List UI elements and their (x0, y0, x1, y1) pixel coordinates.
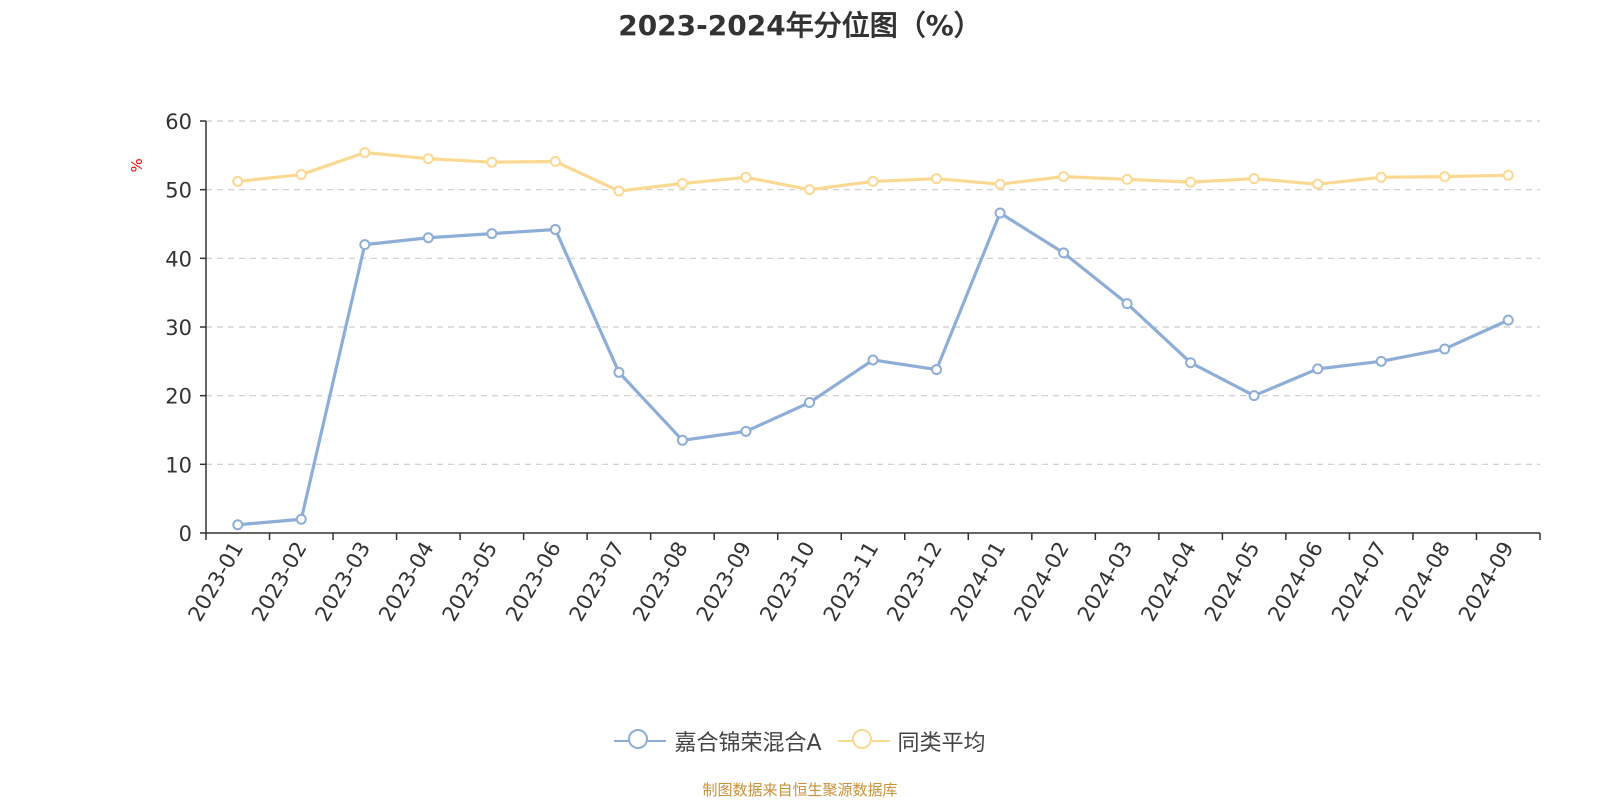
data-point-0-2023-12[interactable] (931, 364, 943, 376)
x-tick-label-2023-11: 2023-11 (819, 538, 884, 626)
y-tick-label-20: 20 (165, 385, 192, 409)
x-tick-label-2023-10: 2023-10 (755, 538, 820, 626)
data-point-0-2024-03[interactable] (1121, 298, 1133, 310)
x-tick-label-2024-07: 2024-07 (1327, 538, 1392, 626)
y-tick-label-50: 50 (165, 179, 192, 203)
data-point-1-2023-06[interactable] (549, 156, 561, 168)
legend: 嘉合锦荣混合A 同类平均 (0, 724, 1600, 758)
data-point-0-2023-05[interactable] (486, 228, 498, 240)
data-point-0-2024-05[interactable] (1248, 390, 1260, 402)
y-axis-unit-label: % (128, 158, 146, 172)
x-tick-label-2023-03: 2023-03 (310, 538, 375, 626)
x-tick-label-2024-05: 2024-05 (1200, 538, 1265, 626)
legend-swatch-series-0 (614, 724, 667, 758)
x-tick-label-2023-12: 2023-12 (882, 538, 947, 626)
x-tick-label-2024-03: 2024-03 (1073, 538, 1138, 626)
x-tick-label-2024-06: 2024-06 (1263, 538, 1328, 626)
data-point-0-2023-06[interactable] (549, 223, 561, 235)
data-point-1-2023-12[interactable] (931, 173, 943, 185)
data-point-0-2023-09[interactable] (740, 425, 752, 437)
legend-marker-series-0 (628, 729, 649, 749)
data-point-0-2023-03[interactable] (359, 239, 371, 251)
x-tick-label-2024-02: 2024-02 (1009, 538, 1074, 626)
x-tick-label-2024-09: 2024-09 (1454, 538, 1519, 626)
y-tick-label-0: 0 (179, 522, 192, 546)
data-point-0-2023-11[interactable] (867, 354, 879, 366)
x-tick-label-2023-04: 2023-04 (374, 538, 439, 626)
y-tick-label-60: 60 (165, 110, 192, 134)
data-point-1-2024-07[interactable] (1375, 171, 1387, 183)
data-point-1-2023-11[interactable] (867, 175, 879, 187)
data-point-1-2023-08[interactable] (676, 177, 688, 189)
x-tick-label-2023-01: 2023-01 (183, 538, 248, 626)
source-note: 制图数据来自恒生聚源数据库 (702, 781, 898, 799)
data-point-1-2023-07[interactable] (613, 185, 625, 197)
legend-item-series-0[interactable]: 嘉合锦荣混合A (614, 724, 822, 758)
legend-marker-series-1 (851, 729, 872, 749)
x-tick-label-2023-06: 2023-06 (501, 538, 566, 626)
data-point-1-2024-04[interactable] (1185, 176, 1197, 188)
x-tick-label-2023-02: 2023-02 (247, 538, 312, 626)
data-point-1-2024-08[interactable] (1439, 171, 1451, 183)
x-tick-label-2023-09: 2023-09 (692, 538, 757, 626)
data-point-0-2023-07[interactable] (613, 366, 625, 378)
x-tick-label-2024-08: 2024-08 (1390, 538, 1455, 626)
data-point-1-2024-02[interactable] (1058, 171, 1070, 183)
y-tick-label-40: 40 (165, 247, 192, 271)
x-tick-label-2024-04: 2024-04 (1136, 538, 1201, 626)
x-tick-label-2023-07: 2023-07 (565, 538, 630, 626)
data-point-1-2023-10[interactable] (803, 184, 815, 196)
data-point-1-2023-02[interactable] (295, 169, 307, 181)
data-point-0-2024-06[interactable] (1312, 363, 1324, 375)
data-point-1-2024-05[interactable] (1248, 173, 1260, 185)
data-point-0-2023-10[interactable] (803, 397, 815, 409)
data-point-0-2024-08[interactable] (1439, 343, 1451, 355)
data-point-1-2024-09[interactable] (1502, 169, 1514, 181)
data-point-1-2023-01[interactable] (232, 175, 244, 187)
data-point-0-2024-02[interactable] (1058, 247, 1070, 259)
data-point-0-2023-04[interactable] (422, 232, 434, 244)
data-point-0-2023-02[interactable] (295, 513, 307, 525)
y-tick-label-10: 10 (165, 453, 192, 477)
x-tick-label-2024-01: 2024-01 (946, 538, 1011, 626)
y-tick-label-30: 30 (165, 316, 192, 340)
data-point-0-2023-01[interactable] (232, 519, 244, 531)
data-point-1-2023-04[interactable] (422, 153, 434, 165)
data-point-0-2024-07[interactable] (1375, 355, 1387, 367)
data-point-1-2023-05[interactable] (486, 156, 498, 168)
data-point-1-2024-01[interactable] (994, 178, 1006, 190)
data-point-1-2023-03[interactable] (359, 147, 371, 159)
data-point-0-2024-01[interactable] (994, 207, 1006, 219)
legend-label-series-0: 嘉合锦荣混合A (674, 731, 822, 756)
data-point-0-2024-04[interactable] (1185, 357, 1197, 369)
data-point-1-2024-06[interactable] (1312, 178, 1324, 190)
data-point-0-2023-08[interactable] (676, 434, 688, 446)
x-tick-label-2023-08: 2023-08 (628, 538, 693, 626)
data-point-0-2024-09[interactable] (1502, 314, 1514, 326)
legend-label-series-1: 同类平均 (897, 731, 986, 756)
data-point-1-2024-03[interactable] (1121, 173, 1133, 185)
legend-item-series-1[interactable]: 同类平均 (837, 724, 986, 758)
legend-swatch-series-1 (837, 724, 890, 758)
chart-title: 2023-2024年分位图（%） (618, 9, 982, 42)
x-tick-label-2023-05: 2023-05 (438, 538, 503, 626)
data-point-1-2023-09[interactable] (740, 171, 752, 183)
